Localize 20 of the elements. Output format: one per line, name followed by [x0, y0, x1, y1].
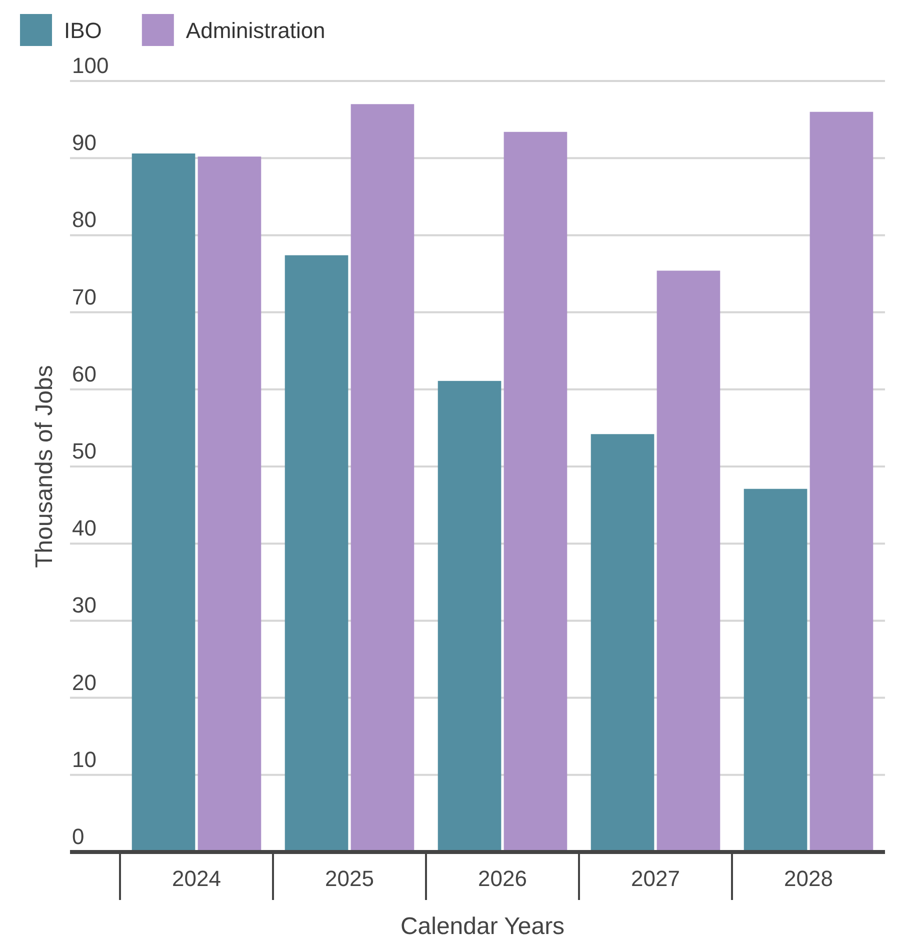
legend-label: IBO	[64, 18, 102, 43]
x-tick-label: 2026	[478, 866, 527, 891]
legend-label: Administration	[186, 18, 326, 43]
y-tick-label: 80	[72, 207, 96, 232]
y-tick-label: 100	[72, 53, 109, 78]
y-tick-label: 70	[72, 284, 96, 310]
y-tick-label: 50	[72, 438, 96, 464]
y-tick-label: 30	[72, 592, 96, 618]
y-tick-label: 0	[72, 824, 84, 849]
y-axis-title: Thousands of Jobs	[31, 365, 58, 568]
x-tick-label: 2027	[631, 866, 680, 891]
x-tick-label: 2025	[325, 866, 374, 891]
y-tick-label: 60	[72, 361, 96, 386]
x-axis-title: Calendar Years	[400, 913, 565, 940]
x-tick-label: 2028	[784, 866, 833, 891]
y-tick-label: 20	[72, 670, 96, 695]
x-tick-label: 2024	[172, 866, 221, 891]
y-tick-label: 90	[72, 130, 96, 156]
y-tick-label: 10	[72, 746, 96, 772]
y-tick-label: 40	[72, 516, 96, 541]
